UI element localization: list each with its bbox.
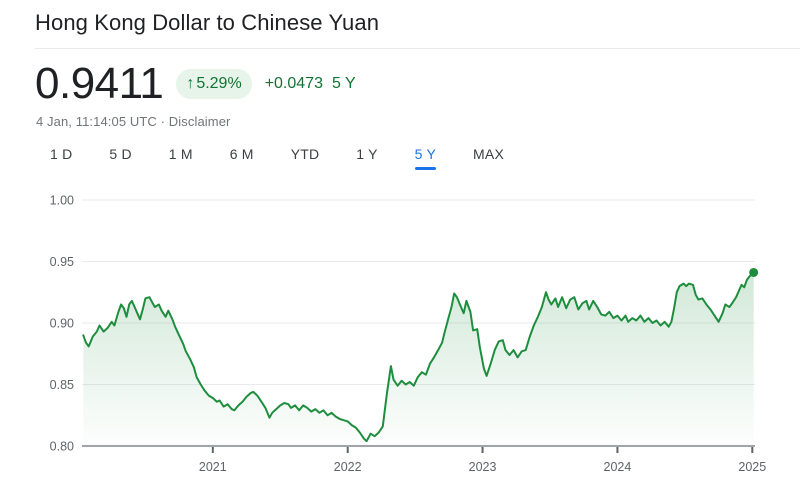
tab-1y[interactable]: 1 Y bbox=[356, 146, 377, 170]
page-title: Hong Kong Dollar to Chinese Yuan bbox=[35, 10, 380, 35]
tab-underline bbox=[230, 167, 254, 170]
chart-line bbox=[82, 271, 755, 443]
tab-5d[interactable]: 5 D bbox=[109, 146, 131, 170]
up-arrow-icon: ↑ bbox=[186, 75, 195, 92]
quote-timestamp: 4 Jan, 11:14:05 UTC · Disclaimer bbox=[36, 114, 230, 129]
y-axis-label: 0.90 bbox=[50, 317, 74, 331]
change-percent: 5.29% bbox=[196, 75, 242, 92]
x-axis-label: 2021 bbox=[199, 460, 227, 474]
chart-area-fill bbox=[83, 272, 754, 446]
tab-underline bbox=[109, 167, 131, 170]
chart-x-axis: 2021 2022 2023 2024 2025 bbox=[199, 447, 766, 474]
change-absolute-row: +0.0473 5 Y bbox=[265, 75, 356, 93]
range-tabs: 1 D 5 D 1 M 6 M YTD 1 Y 5 Y MAX bbox=[50, 146, 504, 170]
price-chart[interactable]: 1.000.950.900.850.80 2021 2022 2023 2024 202… bbox=[0, 190, 800, 486]
separator-dot: · bbox=[160, 114, 166, 129]
y-axis-label: 0.95 bbox=[50, 255, 74, 269]
tab-ytd[interactable]: YTD bbox=[291, 146, 320, 170]
tab-underline bbox=[291, 167, 320, 170]
x-axis-label: 2024 bbox=[604, 460, 632, 474]
tab-6m[interactable]: 6 M bbox=[230, 146, 254, 170]
timestamp-text: 4 Jan, 11:14:05 UTC bbox=[36, 114, 157, 129]
tab-5y[interactable]: 5 Y bbox=[414, 146, 437, 170]
x-axis-label: 2025 bbox=[738, 460, 766, 474]
tab-underline bbox=[473, 167, 504, 170]
x-axis-label: 2023 bbox=[469, 460, 497, 474]
tab-underline bbox=[50, 167, 72, 170]
y-axis-label: 0.85 bbox=[50, 378, 74, 392]
tab-underline bbox=[356, 167, 377, 170]
chart-y-axis-labels: 1.00 0.95 0.90 0.85 0.80 bbox=[50, 194, 74, 454]
chart-endpoint-dot bbox=[749, 267, 759, 277]
quote-value: 0.9411 bbox=[35, 59, 164, 108]
header-divider bbox=[35, 48, 800, 49]
y-axis-label: 0.80 bbox=[50, 440, 74, 454]
tab-1m[interactable]: 1 M bbox=[169, 146, 193, 170]
tab-underline bbox=[169, 167, 193, 170]
change-percent-badge: ↑ 5.29% bbox=[176, 69, 252, 99]
tab-1d[interactable]: 1 D bbox=[50, 146, 72, 170]
quote-row: 0.9411 ↑ 5.29% +0.0473 5 Y bbox=[35, 62, 356, 106]
chart-area: 1.00 0.95 0.90 0.85 0.80 2021 2022 2023 2024 202… bbox=[0, 190, 800, 486]
y-axis-label: 1.00 bbox=[50, 194, 74, 208]
change-absolute: +0.0473 bbox=[264, 75, 323, 92]
selected-tab-underline bbox=[414, 167, 437, 170]
tab-max[interactable]: MAX bbox=[473, 146, 504, 170]
change-period: 5 Y bbox=[331, 75, 356, 92]
x-axis-label: 2022 bbox=[334, 460, 362, 474]
disclaimer-link[interactable]: Disclaimer bbox=[168, 114, 231, 129]
